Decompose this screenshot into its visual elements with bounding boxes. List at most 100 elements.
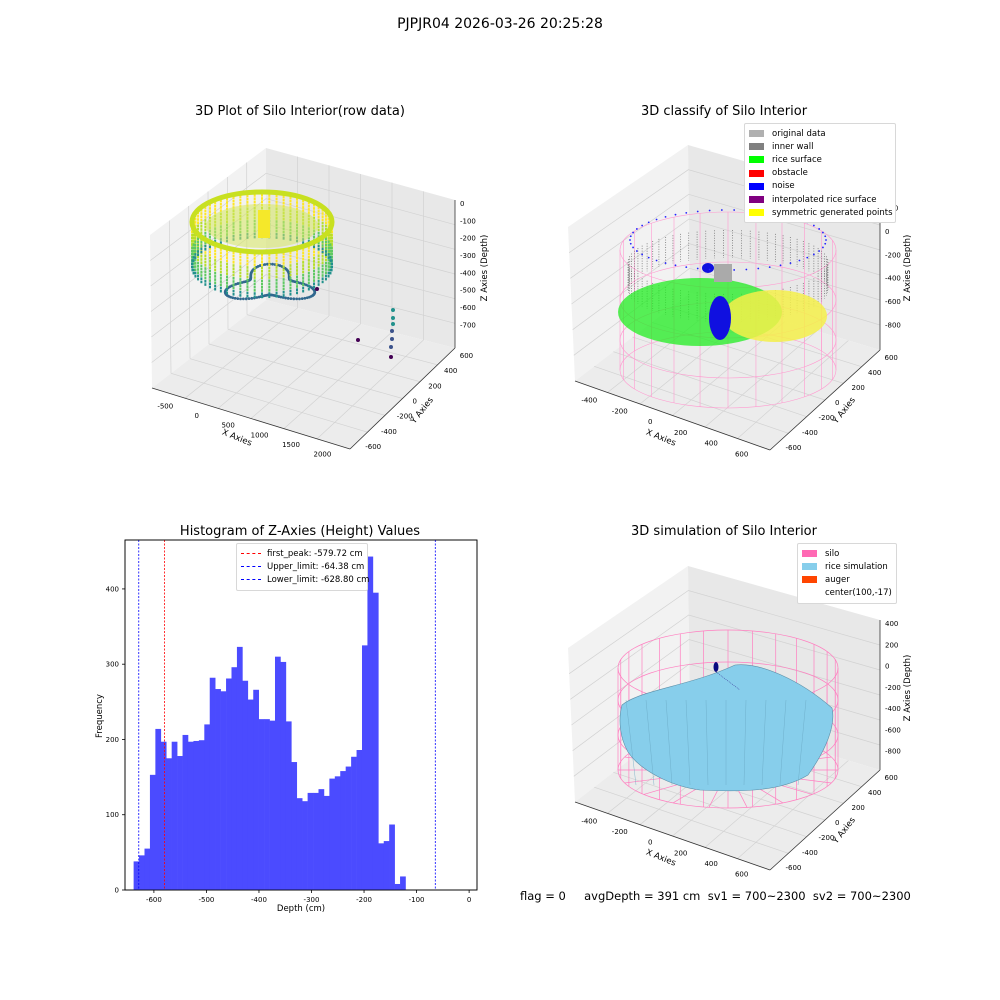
raw-point (275, 272, 278, 276)
y-tick-label: 400 (868, 369, 881, 377)
noise-points (702, 263, 714, 273)
raw-point (289, 270, 292, 274)
raw-point (261, 295, 263, 299)
raw-point (327, 265, 330, 268)
raw-point (246, 256, 249, 260)
z-tick-label: -300 (460, 252, 476, 260)
plot1-title: 3D Plot of Silo Interior(row data) (195, 104, 405, 119)
raw-point (324, 255, 327, 259)
raw-point (214, 211, 217, 214)
raw-point (324, 250, 327, 253)
z-tick-label: 200 (885, 641, 898, 649)
raw-point (261, 273, 263, 276)
x-axis-line (574, 380, 771, 451)
raw-point (197, 240, 200, 244)
histogram-bar (166, 758, 172, 890)
raw-point (226, 204, 228, 208)
raw-point (239, 201, 242, 205)
raw-point (321, 261, 324, 264)
raw-point (192, 259, 195, 262)
noise-point (674, 264, 677, 267)
noise-point (822, 231, 824, 234)
noise-point (757, 267, 760, 270)
raw-point (321, 250, 324, 254)
z-tick-label: -200 (885, 684, 901, 692)
legend-entry: original data (749, 127, 889, 140)
raw-point (268, 200, 271, 204)
z-tick-label: 400 (885, 620, 898, 628)
z-tick-label: -600 (460, 304, 476, 312)
legend-swatch (802, 590, 817, 597)
raw-point (204, 241, 207, 245)
raw-point (239, 287, 242, 291)
histogram-bar (334, 776, 341, 890)
y-tick-label: 100 (106, 811, 119, 819)
raw-point (275, 278, 278, 282)
raw-point (271, 262, 274, 266)
raw-point (191, 233, 194, 237)
noise-point (674, 213, 677, 216)
raw-point (197, 274, 200, 278)
y-tick-label: -200 (397, 413, 413, 421)
raw-point (296, 265, 298, 269)
noise-point (733, 269, 736, 271)
raw-point (268, 194, 271, 197)
raw-point (302, 261, 305, 264)
raw-point (197, 250, 200, 253)
raw-point (246, 272, 249, 276)
z-tick-label: -400 (885, 275, 901, 283)
raw-point (197, 214, 200, 218)
histogram-bar (351, 756, 357, 890)
raw-point (313, 213, 316, 217)
histogram-bar (160, 741, 167, 890)
raw-point (214, 204, 217, 208)
raw-point (204, 260, 207, 264)
histogram-bar (133, 861, 140, 890)
mesh-line (743, 699, 747, 786)
y-tick-label: -400 (802, 849, 818, 857)
raw-point (281, 296, 285, 299)
legend-swatch (749, 143, 764, 151)
z-tick-label: -800 (885, 748, 901, 756)
raw-point (289, 280, 292, 283)
raw-point (275, 194, 278, 198)
raw-point (329, 271, 332, 275)
raw-point (317, 251, 320, 254)
raw-point (282, 201, 285, 205)
raw-point (197, 221, 200, 224)
noise-point (696, 267, 699, 270)
raw-point (246, 294, 249, 298)
raw-point (204, 270, 207, 274)
x-tick-label: 0 (467, 896, 471, 904)
raw-auger-points (258, 210, 270, 238)
legend-entry: rice simulation (802, 560, 890, 573)
raw-point (324, 224, 327, 228)
raw-point (268, 253, 271, 257)
raw-point (296, 249, 298, 253)
histogram-bar (361, 645, 368, 890)
legend-label: obstacle (772, 168, 808, 179)
raw-point (330, 268, 333, 272)
raw-point (329, 268, 332, 272)
raw-point (232, 267, 235, 271)
z-axis-label: Z Axies (Depth) (480, 235, 490, 302)
raw-point (275, 294, 278, 298)
raw-point (191, 246, 194, 250)
x-axis-line (574, 801, 771, 871)
raw-point (226, 262, 228, 266)
raw-point (324, 274, 327, 278)
noise-point (812, 224, 815, 227)
raw-point (302, 202, 305, 206)
legend-entry: first_peak: -579.72 cm (241, 547, 363, 560)
z-tick-label: 0 (885, 663, 889, 671)
raw-point (191, 262, 194, 266)
noise-point (812, 253, 815, 256)
raw-point (324, 253, 327, 256)
raw-point (250, 296, 254, 300)
raw-point (317, 283, 320, 286)
raw-point (300, 297, 304, 301)
raw-point (214, 278, 217, 281)
histogram-bar (313, 792, 319, 890)
raw-point (204, 273, 207, 277)
raw-point (200, 274, 203, 277)
